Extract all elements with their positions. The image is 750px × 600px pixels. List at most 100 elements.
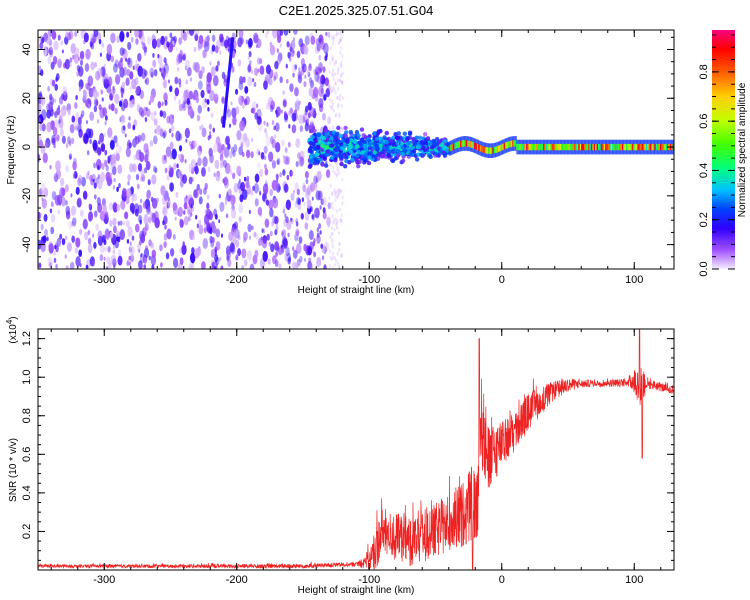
tone-band xyxy=(630,143,633,151)
noise-blob xyxy=(145,77,150,86)
noise-blob xyxy=(104,121,107,126)
noise-blob xyxy=(320,243,324,249)
noise-blob xyxy=(271,120,275,125)
tone-band xyxy=(509,140,512,148)
noise-blob xyxy=(306,69,310,75)
noise-blob xyxy=(207,166,211,173)
noise-blob xyxy=(163,241,167,248)
noise-blob xyxy=(50,213,56,223)
noise-blob xyxy=(174,76,179,85)
noise-blob xyxy=(253,81,257,88)
noise-blob xyxy=(203,214,210,225)
noise-blob xyxy=(292,30,298,36)
turbulent-blob xyxy=(390,158,395,163)
tone-band xyxy=(595,143,598,151)
noise-blob xyxy=(112,63,118,73)
noise-blob xyxy=(83,32,89,43)
noise-blob xyxy=(82,132,89,144)
noise-blob xyxy=(273,71,278,80)
noise-blob xyxy=(290,170,294,176)
noise-blob xyxy=(289,107,293,114)
noise-blob xyxy=(121,125,126,135)
noise-blob xyxy=(129,245,135,256)
noise-blob xyxy=(126,188,132,199)
noise-blob xyxy=(328,98,331,103)
turbulent-blob xyxy=(323,163,329,168)
noise-blob xyxy=(241,151,245,158)
noise-blob xyxy=(59,128,64,137)
noise-blob xyxy=(40,223,44,231)
noise-blob xyxy=(334,113,337,118)
noise-blob xyxy=(317,190,323,201)
noise-blob xyxy=(231,107,237,118)
spectrogram-xlabel: Height of straight line (km) xyxy=(298,285,415,296)
noise-blob xyxy=(301,197,305,203)
colorbar-gradient xyxy=(712,30,735,269)
noise-blob xyxy=(284,213,287,218)
noise-blob xyxy=(79,119,82,126)
turbulent-blob xyxy=(344,138,349,144)
tone-band xyxy=(592,143,595,151)
noise-blob xyxy=(340,253,343,258)
noise-blob xyxy=(330,225,333,230)
noise-blob xyxy=(337,192,340,197)
noise-blob xyxy=(121,115,126,124)
noise-blob xyxy=(206,35,210,42)
noise-blob xyxy=(112,225,117,234)
noise-blob xyxy=(314,186,318,192)
noise-blob xyxy=(172,234,176,240)
noise-blob xyxy=(226,108,232,118)
noise-blob xyxy=(327,221,331,228)
noise-blob xyxy=(316,232,320,238)
noise-blob xyxy=(78,249,83,257)
noise-blob xyxy=(247,63,252,72)
noise-blob xyxy=(61,49,64,54)
turbulent-blob xyxy=(362,144,368,149)
noise-blob xyxy=(339,188,342,193)
noise-blob xyxy=(339,207,342,212)
noise-blob xyxy=(337,192,340,197)
noise-blob xyxy=(331,244,334,249)
noise-blob xyxy=(302,184,307,193)
noise-blob xyxy=(204,98,207,103)
noise-blob xyxy=(56,107,61,116)
noise-blob xyxy=(332,127,335,132)
noise-blob xyxy=(331,251,334,256)
tone-band xyxy=(643,143,646,151)
noise-blob xyxy=(215,65,219,72)
noise-blob xyxy=(311,214,314,220)
noise-blob xyxy=(80,110,85,118)
noise-blob xyxy=(270,100,275,110)
noise-blob xyxy=(65,200,68,206)
noise-blob xyxy=(208,123,212,130)
tone-band xyxy=(541,143,544,151)
noise-blob xyxy=(238,95,243,105)
noise-blob xyxy=(247,76,253,87)
noise-blob xyxy=(162,79,168,89)
turbulent-blob xyxy=(339,146,345,151)
noise-blob xyxy=(340,218,343,223)
noise-blob xyxy=(332,36,335,41)
noise-blob xyxy=(56,237,62,247)
turbulent-blob xyxy=(372,150,377,155)
noise-blob xyxy=(292,249,298,259)
tone-band xyxy=(530,143,533,151)
noise-blob xyxy=(304,222,309,230)
noise-blob xyxy=(187,198,191,205)
colorbar-tick-label: 0.2 xyxy=(698,212,710,227)
noise-blob xyxy=(127,174,131,182)
noise-blob xyxy=(268,199,274,210)
noise-blob xyxy=(102,75,107,84)
noise-blob xyxy=(298,38,304,48)
noise-blob xyxy=(238,178,241,183)
noise-blob xyxy=(254,198,259,207)
noise-blob xyxy=(303,45,309,55)
noise-blob xyxy=(104,115,108,121)
noise-blob xyxy=(332,124,335,129)
noise-blob xyxy=(318,86,324,98)
noise-blob xyxy=(338,97,341,102)
noise-blob xyxy=(292,72,295,78)
spectrogram-streak xyxy=(222,37,235,128)
noise-blob xyxy=(190,109,195,118)
noise-blob xyxy=(212,127,216,133)
